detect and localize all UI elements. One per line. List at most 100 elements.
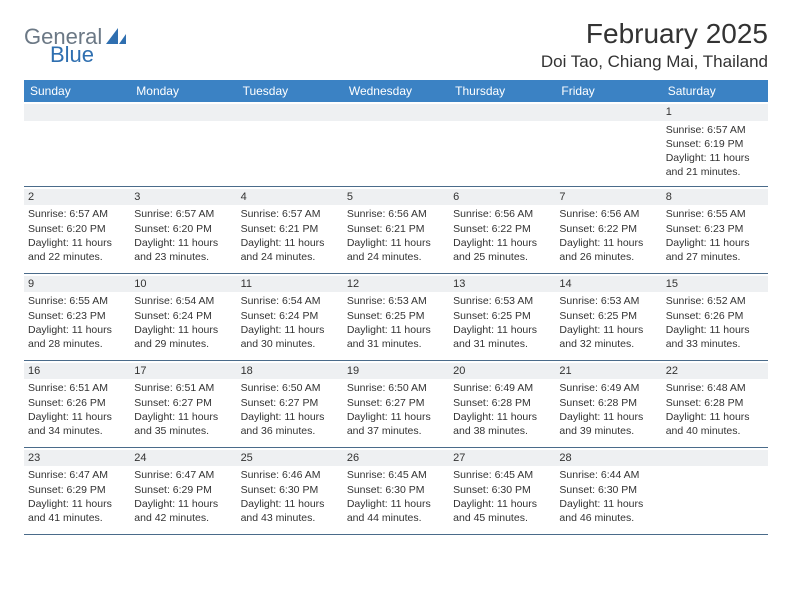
sunset-text: Sunset: 6:26 PM <box>28 396 126 410</box>
sunset-text: Sunset: 6:28 PM <box>559 396 657 410</box>
sunrise-text: Sunrise: 6:56 AM <box>347 207 445 221</box>
daylight-text: and 38 minutes. <box>453 424 551 438</box>
calendar-cell: 19Sunrise: 6:50 AMSunset: 6:27 PMDayligh… <box>343 361 449 447</box>
day-number: 26 <box>343 450 449 467</box>
daylight-text: and 33 minutes. <box>666 337 764 351</box>
daylight-text: Daylight: 11 hours <box>241 497 339 511</box>
daylight-text: Daylight: 11 hours <box>666 151 764 165</box>
day-number: 28 <box>555 450 661 467</box>
day-number: 18 <box>237 363 343 380</box>
weekday-header: Tuesday <box>237 80 343 102</box>
sunrise-text: Sunrise: 6:57 AM <box>241 207 339 221</box>
day-number: 9 <box>24 276 130 293</box>
daylight-text: and 21 minutes. <box>666 165 764 179</box>
sunrise-text: Sunrise: 6:45 AM <box>347 468 445 482</box>
sunrise-text: Sunrise: 6:44 AM <box>559 468 657 482</box>
sunrise-text: Sunrise: 6:53 AM <box>347 294 445 308</box>
calendar-cell: 17Sunrise: 6:51 AMSunset: 6:27 PMDayligh… <box>130 361 236 447</box>
sunset-text: Sunset: 6:27 PM <box>347 396 445 410</box>
sunrise-text: Sunrise: 6:49 AM <box>453 381 551 395</box>
day-number-empty <box>662 450 768 467</box>
daylight-text: Daylight: 11 hours <box>347 323 445 337</box>
sunrise-text: Sunrise: 6:50 AM <box>347 381 445 395</box>
calendar-cell: 4Sunrise: 6:57 AMSunset: 6:21 PMDaylight… <box>237 187 343 273</box>
sunrise-text: Sunrise: 6:50 AM <box>241 381 339 395</box>
daylight-text: and 40 minutes. <box>666 424 764 438</box>
daylight-text: and 25 minutes. <box>453 250 551 264</box>
day-number: 8 <box>662 189 768 206</box>
calendar-week: 23Sunrise: 6:47 AMSunset: 6:29 PMDayligh… <box>24 448 768 535</box>
weekday-header: Monday <box>130 80 236 102</box>
brand-part2: Blue <box>50 42 94 68</box>
calendar-week: 9Sunrise: 6:55 AMSunset: 6:23 PMDaylight… <box>24 274 768 361</box>
sunset-text: Sunset: 6:23 PM <box>666 222 764 236</box>
day-number: 3 <box>130 189 236 206</box>
daylight-text: and 39 minutes. <box>559 424 657 438</box>
day-number: 11 <box>237 276 343 293</box>
daylight-text: and 45 minutes. <box>453 511 551 525</box>
sunrise-text: Sunrise: 6:46 AM <box>241 468 339 482</box>
sunrise-text: Sunrise: 6:48 AM <box>666 381 764 395</box>
sunset-text: Sunset: 6:30 PM <box>559 483 657 497</box>
sunrise-text: Sunrise: 6:54 AM <box>241 294 339 308</box>
title-block: February 2025 Doi Tao, Chiang Mai, Thail… <box>541 18 768 72</box>
daylight-text: and 44 minutes. <box>347 511 445 525</box>
day-number-empty <box>555 104 661 121</box>
sunset-text: Sunset: 6:29 PM <box>28 483 126 497</box>
calendar-cell: 13Sunrise: 6:53 AMSunset: 6:25 PMDayligh… <box>449 274 555 360</box>
sunrise-text: Sunrise: 6:56 AM <box>559 207 657 221</box>
sunset-text: Sunset: 6:28 PM <box>666 396 764 410</box>
day-number: 5 <box>343 189 449 206</box>
daylight-text: Daylight: 11 hours <box>134 497 232 511</box>
daylight-text: and 34 minutes. <box>28 424 126 438</box>
daylight-text: Daylight: 11 hours <box>28 497 126 511</box>
sunrise-text: Sunrise: 6:57 AM <box>28 207 126 221</box>
calendar-cell-empty <box>449 102 555 186</box>
day-number: 10 <box>130 276 236 293</box>
sunset-text: Sunset: 6:24 PM <box>241 309 339 323</box>
daylight-text: Daylight: 11 hours <box>453 323 551 337</box>
page-header: General Blue February 2025 Doi Tao, Chia… <box>24 18 768 72</box>
weekday-header: Wednesday <box>343 80 449 102</box>
calendar-cell: 1Sunrise: 6:57 AMSunset: 6:19 PMDaylight… <box>662 102 768 186</box>
sunrise-text: Sunrise: 6:53 AM <box>453 294 551 308</box>
sunset-text: Sunset: 6:30 PM <box>453 483 551 497</box>
daylight-text: Daylight: 11 hours <box>453 497 551 511</box>
daylight-text: and 31 minutes. <box>347 337 445 351</box>
daylight-text: Daylight: 11 hours <box>347 497 445 511</box>
daylight-text: and 35 minutes. <box>134 424 232 438</box>
day-number: 12 <box>343 276 449 293</box>
sunset-text: Sunset: 6:27 PM <box>134 396 232 410</box>
daylight-text: and 26 minutes. <box>559 250 657 264</box>
sunrise-text: Sunrise: 6:47 AM <box>134 468 232 482</box>
sunset-text: Sunset: 6:22 PM <box>559 222 657 236</box>
daylight-text: Daylight: 11 hours <box>241 323 339 337</box>
calendar-cell: 18Sunrise: 6:50 AMSunset: 6:27 PMDayligh… <box>237 361 343 447</box>
daylight-text: Daylight: 11 hours <box>241 236 339 250</box>
sunset-text: Sunset: 6:28 PM <box>453 396 551 410</box>
calendar-cell: 26Sunrise: 6:45 AMSunset: 6:30 PMDayligh… <box>343 448 449 534</box>
calendar-cell: 10Sunrise: 6:54 AMSunset: 6:24 PMDayligh… <box>130 274 236 360</box>
day-number: 1 <box>662 104 768 121</box>
weekday-header: Friday <box>555 80 661 102</box>
daylight-text: Daylight: 11 hours <box>453 410 551 424</box>
day-number-empty <box>449 104 555 121</box>
daylight-text: and 28 minutes. <box>28 337 126 351</box>
daylight-text: Daylight: 11 hours <box>559 410 657 424</box>
daylight-text: Daylight: 11 hours <box>559 497 657 511</box>
day-number: 24 <box>130 450 236 467</box>
daylight-text: Daylight: 11 hours <box>559 236 657 250</box>
sunrise-text: Sunrise: 6:49 AM <box>559 381 657 395</box>
calendar-cell: 12Sunrise: 6:53 AMSunset: 6:25 PMDayligh… <box>343 274 449 360</box>
day-number: 23 <box>24 450 130 467</box>
daylight-text: and 30 minutes. <box>241 337 339 351</box>
sunset-text: Sunset: 6:30 PM <box>241 483 339 497</box>
day-number: 14 <box>555 276 661 293</box>
daylight-text: and 31 minutes. <box>453 337 551 351</box>
calendar-cell: 28Sunrise: 6:44 AMSunset: 6:30 PMDayligh… <box>555 448 661 534</box>
day-number: 15 <box>662 276 768 293</box>
day-number-empty <box>237 104 343 121</box>
daylight-text: Daylight: 11 hours <box>347 236 445 250</box>
calendar-cell: 9Sunrise: 6:55 AMSunset: 6:23 PMDaylight… <box>24 274 130 360</box>
daylight-text: Daylight: 11 hours <box>28 236 126 250</box>
